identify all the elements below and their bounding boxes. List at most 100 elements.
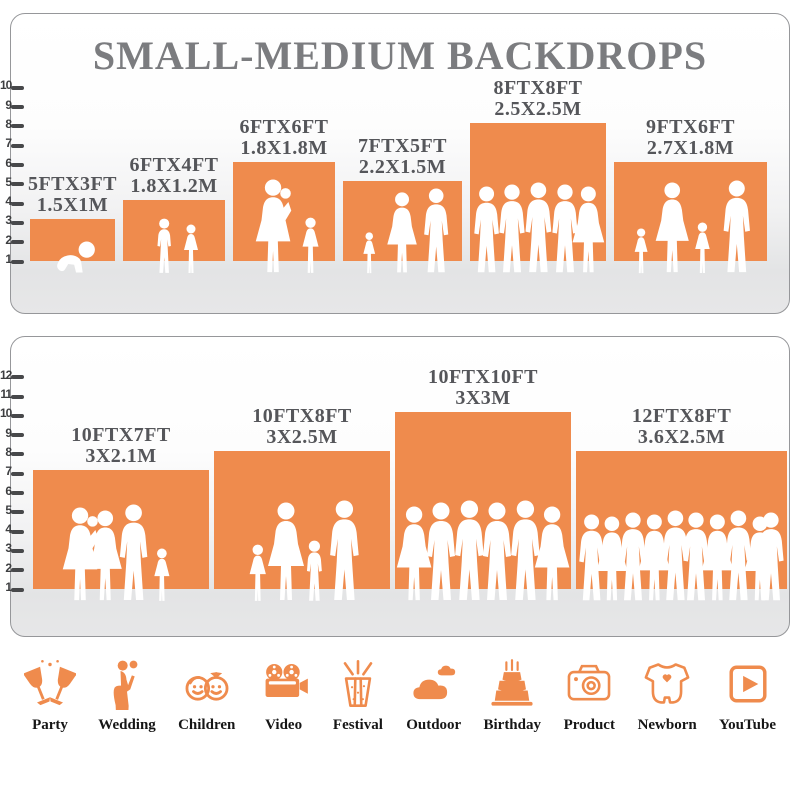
y-axis-tick-label: 6: [5, 155, 12, 170]
video-icon: [265, 663, 308, 697]
backdrop-bar-10ftx8ft: [214, 450, 390, 601]
y-axis-tick-label: 4: [5, 522, 12, 537]
backdrop-size-label: 6FTX4FT 1.8X1.2M: [129, 155, 218, 197]
backdrop-column-10ftx7ft: 10FTX7FT 3X2.1M: [33, 425, 209, 601]
wedding-icon: [113, 660, 138, 710]
person-silhouette-man: [119, 504, 148, 601]
person-silhouette-womanbaby: [255, 179, 292, 273]
person-silhouette-man: [723, 180, 750, 273]
size-label-meters: 3.6X2.5M: [637, 425, 726, 448]
y-axis-tick-9: 9: [0, 97, 24, 113]
y-axis-tick-7: 7: [0, 135, 24, 151]
y-axis-tick-label: 7: [5, 136, 12, 151]
backdrop-size-label: 7FTX5FT 2.2X1.5M: [358, 135, 447, 178]
person-silhouette-girl: [302, 217, 319, 273]
category-label: Product: [563, 717, 615, 733]
y-axis-tick-mark: [11, 471, 24, 476]
backdrop-size-label: 12FTX8FT 3.6X2.5M: [631, 404, 732, 448]
y-axis-tick-label: 5: [5, 174, 12, 189]
y-axis-tick-7: 7: [0, 463, 24, 479]
size-label-meters: 1.8X1.8M: [240, 136, 328, 159]
youtube-icon: [728, 665, 767, 703]
y-axis-tick-9: 9: [0, 425, 24, 441]
size-label-meters: 3X3M: [455, 387, 511, 410]
y-axis-tick-mark: [11, 413, 24, 418]
backdrop-column-10ftx8ft: 10FTX8FT 3X2.5M: [214, 404, 390, 601]
category-label: Festival: [332, 717, 383, 733]
y-axis-tick-mark: [11, 105, 24, 110]
category-festival: Festival: [332, 658, 384, 734]
y-axis-tick-label: 6: [5, 483, 12, 498]
category-label: Video: [265, 717, 303, 733]
y-axis-tick-label: 10: [0, 78, 12, 93]
backdrop-bar-7ftx5ft: [343, 180, 462, 274]
backdrop-bar-5ftx3ft: [30, 219, 115, 273]
size-label-feet: 8FTX8FT: [493, 76, 583, 99]
party-icon: [24, 659, 76, 706]
person-silhouette-man: [329, 500, 359, 600]
y-axis-tick-label: 2: [5, 232, 12, 247]
y-axis-tick-1: 1: [0, 251, 24, 267]
backdrop-column-7ftx5ft: 7FTX5FT 2.2X1.5M: [343, 135, 462, 274]
backdrop-bar-6ftx6ft: [233, 161, 335, 273]
size-label-meters: 1.8X1.2M: [130, 175, 218, 198]
y-axis-tick-8: 8: [0, 116, 24, 132]
backdrop-column-10ftx10ft: 10FTX10FT 3X3M: [395, 367, 571, 601]
backdrop-column-5ftx3ft: 5FTX3FT 1.5X1M: [28, 174, 117, 273]
backdrop-bar-6ftx4ft: [123, 200, 225, 273]
category-birthday: Birthday: [483, 658, 541, 734]
y-axis-tick-12: 12: [0, 367, 24, 383]
y-axis-tick-label: 8: [5, 444, 12, 459]
size-label-feet: 12FTX8FT: [631, 404, 732, 427]
y-axis-tick-label: 7: [5, 464, 12, 479]
y-axis-tick-label: 12: [0, 367, 12, 382]
y-axis-tick-label: 1: [5, 580, 12, 594]
backdrop-size-label: 6FTX6FT 1.8X1.8M: [239, 116, 328, 159]
y-axis-tick-6: 6: [0, 483, 24, 499]
person-silhouette-woman: [387, 192, 418, 273]
size-label-feet: 10FTX8FT: [252, 404, 352, 427]
backdrop-size-label: 5FTX3FT 1.5X1M: [28, 174, 117, 216]
newborn-icon: [644, 663, 690, 704]
person-silhouette-woman: [572, 186, 605, 273]
category-party: Party: [24, 658, 76, 734]
category-row: Party Wedding Chi: [0, 658, 800, 734]
y-axis-tick-mark: [11, 240, 24, 245]
backdrop-size-label: 10FTX7FT 3X2.1M: [71, 425, 171, 467]
category-label: Outdoor: [406, 717, 462, 733]
category-video: Video: [258, 658, 310, 734]
size-label-feet: 9FTX6FT: [645, 115, 736, 138]
y-axis-tick-label: 9: [5, 97, 12, 112]
y-axis-tick-label: 3: [5, 541, 12, 556]
backdrop-column-8ftx8ft: 8FTX8FT 2.5X2.5M: [470, 76, 606, 273]
category-youtube: YouTube: [719, 658, 776, 734]
y-axis-tick-mark: [11, 548, 24, 553]
y-axis-tick-mark: [11, 568, 24, 573]
y-axis-tick-11: 11: [0, 386, 24, 402]
size-label-meters: 3X2.1M: [85, 445, 157, 468]
person-silhouette-man: [423, 188, 448, 273]
y-axis-tick-mark: [11, 510, 24, 515]
small-backdrops-panel: SMALL-MEDIUM BACKDROPS 1 2 3 4 5 6 7 8 9 10 5FTX3F…: [0, 13, 790, 314]
y-axis-tick-mark: [11, 201, 24, 206]
y-axis-tick-mark: [11, 124, 24, 129]
large-backdrops-panel: 1 2 3 4 5 6 7 8 9 10 11 12 10FTX7FT 3X2.1M 10FTX8FT 3X2…: [0, 336, 790, 637]
backdrop-column-6ftx4ft: 6FTX4FT 1.8X1.2M: [123, 155, 225, 273]
y-axis-tick-mark: [11, 491, 24, 495]
category-label: Party: [32, 717, 68, 733]
y-axis-tick-5: 5: [0, 502, 24, 518]
size-label-meters: 2.7X1.8M: [646, 136, 735, 159]
person-silhouette-girl: [153, 548, 170, 601]
size-label-feet: 5FTX3FT: [27, 173, 118, 196]
y-axis-tick-4: 4: [0, 521, 24, 537]
backdrop-column-6ftx6ft: 6FTX6FT 1.8X1.8M: [233, 116, 335, 273]
backdrop-column-12ftx8ft: 12FTX8FT 3.6X2.5M: [576, 404, 788, 601]
y-axis-tick-label: 10: [0, 406, 12, 421]
y-axis-tick-mark: [11, 220, 24, 225]
y-axis-tick-mark: [11, 182, 24, 187]
children-icon: [185, 672, 229, 701]
backdrop-bar-8ftx8ft: [470, 122, 606, 273]
y-axis-tick-6: 6: [0, 155, 24, 171]
category-label: Newborn: [637, 717, 697, 733]
bars-row: 5FTX3FT 1.5X1M 6FTX4FT 1.8X1.2M 6FTX6FT 1.8X1…: [28, 76, 767, 274]
